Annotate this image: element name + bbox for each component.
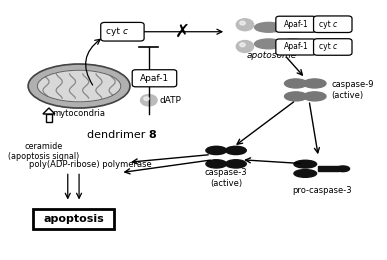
Text: apotosome: apotosome — [246, 50, 296, 60]
Ellipse shape — [303, 79, 326, 88]
Text: c: c — [122, 27, 127, 36]
Ellipse shape — [255, 22, 283, 32]
Text: pro-caspase-3: pro-caspase-3 — [293, 186, 352, 195]
FancyBboxPatch shape — [313, 39, 352, 55]
Ellipse shape — [226, 160, 246, 168]
FancyBboxPatch shape — [101, 22, 144, 41]
Text: Apaf-1: Apaf-1 — [283, 42, 308, 51]
Text: Apaf-1: Apaf-1 — [140, 74, 169, 83]
Circle shape — [140, 95, 157, 106]
Text: c: c — [333, 42, 337, 51]
Text: cyt: cyt — [319, 20, 333, 29]
Ellipse shape — [303, 92, 326, 101]
FancyBboxPatch shape — [276, 39, 316, 55]
Polygon shape — [43, 108, 55, 114]
Text: c: c — [333, 20, 337, 29]
Text: dATP: dATP — [159, 96, 181, 105]
Text: apoptosis: apoptosis — [43, 214, 104, 224]
Text: mytocondria: mytocondria — [53, 109, 106, 118]
Circle shape — [236, 41, 253, 53]
Ellipse shape — [28, 64, 130, 108]
FancyBboxPatch shape — [46, 114, 52, 122]
FancyBboxPatch shape — [132, 70, 177, 87]
Ellipse shape — [294, 160, 317, 168]
Ellipse shape — [279, 22, 307, 32]
Text: ceramide
(apoptosis signal): ceramide (apoptosis signal) — [8, 142, 79, 161]
Ellipse shape — [294, 170, 317, 177]
FancyBboxPatch shape — [313, 16, 352, 32]
Ellipse shape — [284, 92, 307, 101]
Circle shape — [144, 97, 149, 100]
Circle shape — [236, 19, 253, 31]
Ellipse shape — [226, 146, 246, 154]
Text: cyt: cyt — [319, 42, 333, 51]
Text: poly(ADP-ribose) polymerase: poly(ADP-ribose) polymerase — [29, 160, 152, 170]
FancyBboxPatch shape — [276, 16, 316, 32]
FancyBboxPatch shape — [319, 166, 339, 171]
FancyBboxPatch shape — [33, 209, 114, 229]
Text: caspase-9
(active): caspase-9 (active) — [332, 80, 374, 100]
Circle shape — [240, 43, 245, 47]
Text: caspase-3
(active): caspase-3 (active) — [205, 168, 247, 187]
Text: dendrimer: dendrimer — [87, 130, 149, 140]
Ellipse shape — [37, 70, 121, 102]
Ellipse shape — [206, 160, 227, 168]
Ellipse shape — [279, 39, 307, 49]
Circle shape — [240, 21, 245, 25]
Text: ✗: ✗ — [175, 23, 190, 41]
Text: cyt: cyt — [106, 27, 122, 36]
Ellipse shape — [336, 166, 349, 172]
Text: Apaf-1: Apaf-1 — [283, 20, 308, 29]
Ellipse shape — [255, 39, 283, 49]
Text: 8: 8 — [149, 130, 157, 140]
Ellipse shape — [284, 79, 307, 88]
Ellipse shape — [206, 146, 227, 154]
